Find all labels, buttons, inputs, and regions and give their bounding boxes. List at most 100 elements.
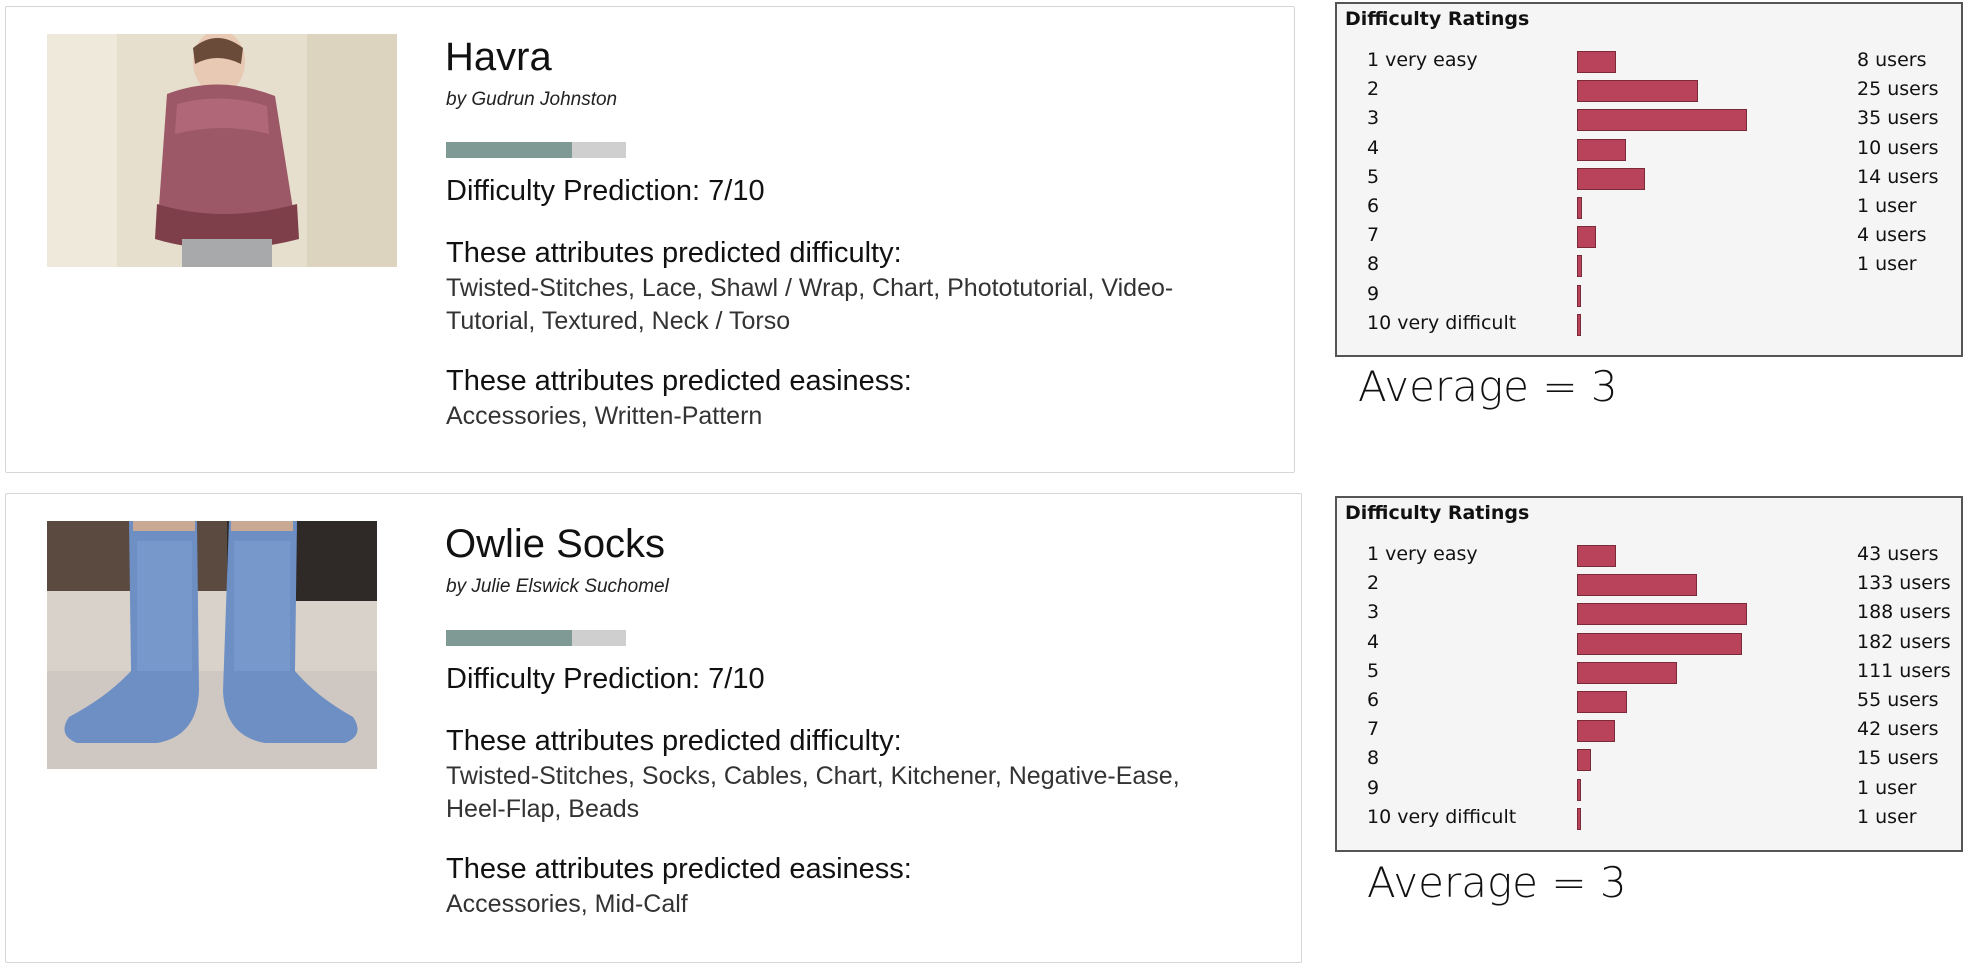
- difficulty-ratings-panel: Difficulty Ratings 1 very easy 43 users 2 1…: [1335, 496, 1963, 852]
- rating-bar: [1577, 691, 1627, 713]
- difficulty-prediction-fill: [446, 142, 572, 158]
- shawl-photo-icon: [47, 34, 397, 267]
- rating-level-label: 8: [1367, 747, 1380, 770]
- difficulty-ratings-panel: Difficulty Ratings 1 very easy 8 users 2 25…: [1335, 2, 1963, 357]
- rating-row: 7 42 users: [1337, 715, 1961, 744]
- rating-count: 133 users: [1857, 572, 1951, 595]
- rating-count: 42 users: [1857, 718, 1939, 741]
- rating-bar: [1577, 138, 1626, 161]
- rating-bar: [1577, 545, 1616, 567]
- rating-level-label: 9: [1367, 776, 1380, 799]
- rating-level-label: 4: [1367, 136, 1380, 159]
- difficulty-attributes-list: Twisted-Stitches, Socks, Cables, Chart, …: [446, 762, 1180, 823]
- rating-row: 8 1 user: [1337, 250, 1961, 279]
- rating-row: 2 133 users: [1337, 569, 1961, 598]
- rating-row: 5 111 users: [1337, 657, 1961, 686]
- pattern-photo-shawl[interactable]: [47, 34, 397, 267]
- pattern-card: Havra by Gudrun Johnston Difficulty Pred…: [5, 6, 1295, 473]
- pattern-photo-socks[interactable]: [47, 521, 377, 769]
- rating-count: 1 user: [1857, 805, 1917, 828]
- pattern-author[interactable]: by Gudrun Johnston: [446, 89, 618, 110]
- rating-bar: [1577, 574, 1698, 597]
- rating-level-label: 7: [1367, 718, 1380, 741]
- rating-bar: [1577, 109, 1747, 132]
- rating-bar: [1577, 778, 1581, 801]
- ratings-title: Difficulty Ratings: [1345, 502, 1530, 524]
- rating-bar: [1577, 284, 1581, 307]
- rating-count: 10 users: [1857, 136, 1939, 159]
- rating-count: 111 users: [1857, 659, 1951, 682]
- rating-bar: [1577, 720, 1615, 743]
- rating-level-label: 5: [1367, 165, 1380, 188]
- rating-level-label: 10 very difficult: [1367, 805, 1517, 828]
- easiness-attributes-list: Accessories, Written-Pattern: [446, 402, 763, 430]
- rating-row: 8 15 users: [1337, 744, 1961, 773]
- rating-level-label: 2: [1367, 78, 1380, 101]
- rating-level-label: 1 very easy: [1367, 543, 1478, 565]
- rating-level-label: 4: [1367, 630, 1380, 653]
- easiness-attributes-heading: These attributes predicted easiness:: [446, 365, 912, 397]
- rating-row: 4 10 users: [1337, 134, 1961, 163]
- difficulty-prediction-bar: [446, 142, 626, 158]
- rating-level-label: 6: [1367, 689, 1380, 711]
- rating-count: 4 users: [1857, 224, 1927, 247]
- rating-bar: [1577, 197, 1582, 219]
- difficulty-attributes-heading: These attributes predicted difficulty:: [446, 237, 902, 269]
- difficulty-attributes-heading: These attributes predicted difficulty:: [446, 725, 902, 757]
- rating-count: 14 users: [1857, 165, 1939, 188]
- rating-row: 5 14 users: [1337, 163, 1961, 192]
- rating-bar: [1577, 749, 1591, 772]
- rating-row: 1 very easy 8 users: [1337, 46, 1961, 75]
- rating-bar: [1577, 661, 1678, 684]
- rating-row: 4 182 users: [1337, 628, 1961, 657]
- rating-count: 1 user: [1857, 776, 1917, 799]
- rating-bar: [1577, 51, 1616, 73]
- rating-row: 10 very difficult: [1337, 309, 1961, 338]
- rating-count: 188 users: [1857, 601, 1951, 624]
- rating-bar: [1577, 632, 1742, 655]
- rating-row: 1 very easy 43 users: [1337, 540, 1961, 569]
- rating-count: 43 users: [1857, 543, 1939, 565]
- rating-level-label: 10 very difficult: [1367, 311, 1517, 334]
- pattern-card: Owlie Socks by Julie Elswick Suchomel Di…: [5, 493, 1302, 963]
- rating-row: 3 35 users: [1337, 104, 1961, 133]
- rating-count: 15 users: [1857, 747, 1939, 770]
- rating-level-label: 5: [1367, 659, 1380, 682]
- rating-level-label: 9: [1367, 282, 1380, 305]
- rating-row: 10 very difficult 1 user: [1337, 803, 1961, 832]
- pattern-author[interactable]: by Julie Elswick Suchomel: [446, 576, 669, 597]
- rating-row: 2 25 users: [1337, 75, 1961, 104]
- rating-row: 9: [1337, 280, 1961, 309]
- rating-level-label: 3: [1367, 107, 1380, 130]
- pattern-title[interactable]: Havra: [445, 35, 552, 79]
- rating-level-label: 8: [1367, 253, 1380, 276]
- socks-photo-icon: [47, 521, 377, 769]
- difficulty-prediction-bar: [446, 630, 626, 646]
- rating-row: 9 1 user: [1337, 774, 1961, 803]
- rating-level-label: 7: [1367, 224, 1380, 247]
- pattern-title[interactable]: Owlie Socks: [445, 522, 666, 566]
- rating-count: 1 user: [1857, 253, 1917, 276]
- rating-bar: [1577, 226, 1597, 249]
- rating-level-label: 2: [1367, 572, 1380, 595]
- rating-level-label: 1 very easy: [1367, 49, 1478, 71]
- difficulty-prediction-fill: [446, 630, 572, 646]
- easiness-attributes-heading: These attributes predicted easiness:: [446, 853, 912, 885]
- difficulty-prediction-text: Difficulty Prediction: 7/10: [446, 663, 765, 695]
- rating-bar: [1577, 80, 1699, 103]
- rating-bar: [1577, 603, 1747, 626]
- difficulty-attributes-list: Twisted-Stitches, Lace, Shawl / Wrap, Ch…: [446, 274, 1174, 335]
- rating-count: 8 users: [1857, 49, 1927, 71]
- rating-count: 35 users: [1857, 107, 1939, 130]
- rating-row: 7 4 users: [1337, 221, 1961, 250]
- rating-count: 182 users: [1857, 630, 1951, 653]
- rating-count: 55 users: [1857, 689, 1939, 711]
- rating-row: 6 1 user: [1337, 192, 1961, 221]
- rating-level-label: 6: [1367, 195, 1380, 217]
- rating-bar: [1577, 255, 1582, 278]
- rating-row: 3 188 users: [1337, 598, 1961, 627]
- rating-level-label: 3: [1367, 601, 1380, 624]
- rating-bar: [1577, 313, 1581, 336]
- ratings-title: Difficulty Ratings: [1345, 8, 1530, 30]
- average-rating: Average = 3: [1358, 362, 1618, 411]
